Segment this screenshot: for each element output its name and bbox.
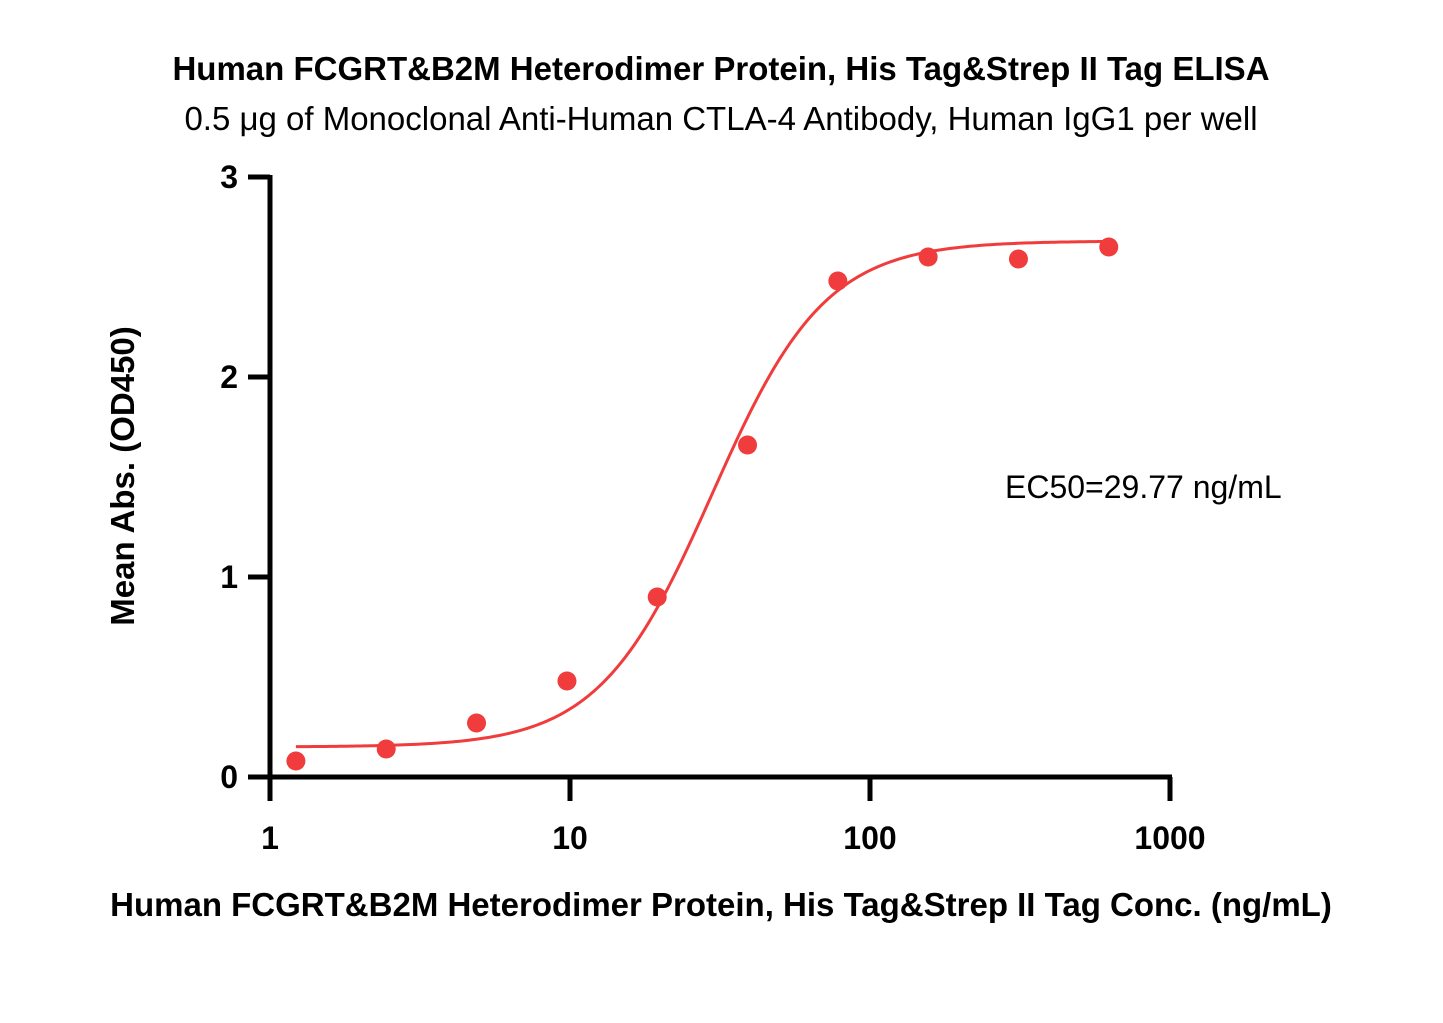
data-point xyxy=(376,739,396,759)
x-axis-label: Human FCGRT&B2M Heterodimer Protein, His… xyxy=(110,886,1332,923)
chart-title: Human FCGRT&B2M Heterodimer Protein, His… xyxy=(172,50,1269,87)
x-tick-label: 1 xyxy=(261,820,279,856)
data-point xyxy=(557,671,577,691)
y-tick-label: 1 xyxy=(220,559,238,595)
fit-curve xyxy=(295,239,1109,749)
data-point xyxy=(918,247,938,267)
chart-subtitle: 0.5 μg of Monoclonal Anti-Human CTLA-4 A… xyxy=(184,100,1257,137)
y-tick-label: 3 xyxy=(220,159,238,195)
y-axis-label: Mean Abs. (OD450) xyxy=(104,326,141,626)
data-point xyxy=(286,751,306,771)
data-points xyxy=(286,237,1119,771)
x-tick-label: 100 xyxy=(843,820,896,856)
x-tick-label: 1000 xyxy=(1134,820,1205,856)
data-point xyxy=(1008,249,1028,269)
ec50-annotation: EC50=29.77 ng/mL xyxy=(1005,469,1282,505)
data-point xyxy=(1099,237,1119,257)
data-point xyxy=(828,271,848,291)
data-point xyxy=(647,587,667,607)
y-tick-label: 0 xyxy=(220,759,238,795)
axes xyxy=(267,175,1172,780)
data-point xyxy=(738,435,758,455)
y-tick-label: 2 xyxy=(220,359,238,395)
data-point xyxy=(467,713,487,733)
x-tick-label: 10 xyxy=(552,820,588,856)
